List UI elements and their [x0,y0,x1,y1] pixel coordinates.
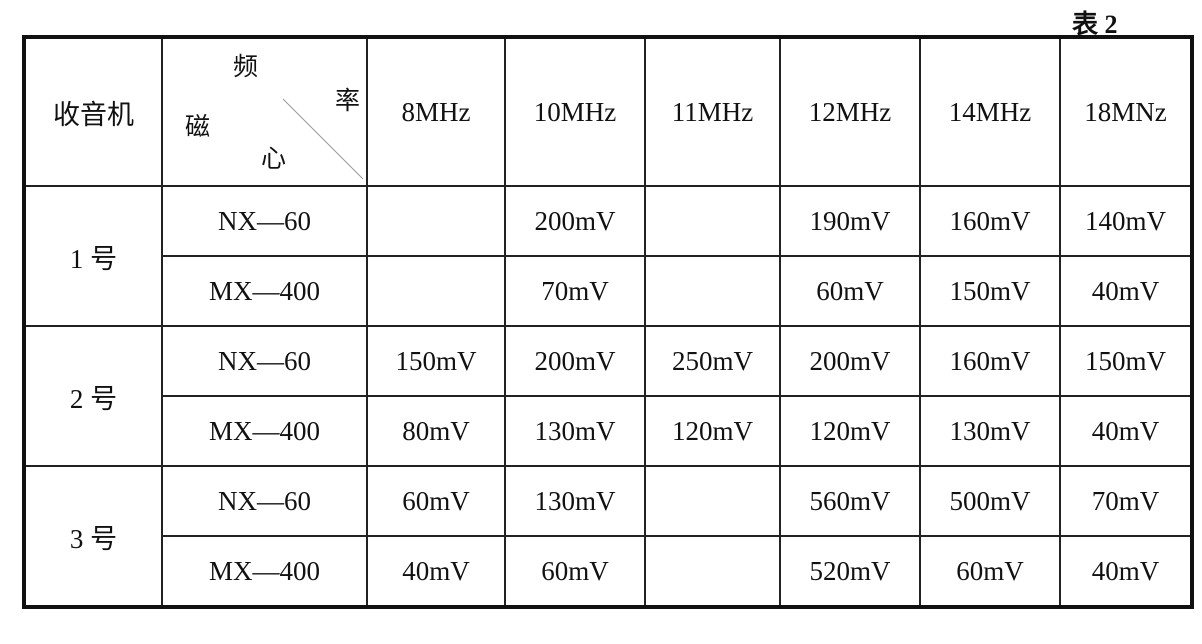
value-cell: 60mV [779,255,921,327]
value-cell: 70mV [504,255,646,327]
row: 3 号 NX—60 60mV 130mV 560mV 500mV 70mV [23,465,1193,608]
value-cell: 160mV [919,185,1061,257]
value-cell: 40mV [1059,535,1193,608]
value-cell: 200mV [779,325,921,397]
value-cell: 60mV [919,535,1061,608]
value-cell: 40mV [366,535,506,608]
value-cell: 200mV [504,325,646,397]
data-table: 收音机 频 率 磁 心 8MHz 10MHz 11MHz 12MHz 14MHz 18MN… [22,35,1194,609]
value-cell: 560mV [779,465,921,537]
value-cell: 130mV [919,395,1061,467]
header-cell: 14MHz [919,36,1061,187]
row: 2 号 NX—60 150mV 200mV 250mV 200mV 160mV 150mV [23,325,1193,467]
corner-label: 心 [261,146,287,173]
radio-cell: 2 号 [23,325,163,467]
diagonal [282,98,364,180]
core-cell: MX—400 [161,255,368,327]
header-cell: 8MHz [366,36,506,187]
value-cell: 130mV [504,465,646,537]
core-cell: MX—400 [161,535,368,608]
row: 1 号 NX—60 200mV 190mV 160mV 140mV [23,185,1193,327]
value-cell [644,185,781,257]
radio-cell: 3 号 [23,465,163,608]
value-cell [366,185,506,257]
header-cell: 收音机 [23,36,163,187]
header-cell: 10MHz [504,36,646,187]
core-cell: MX—400 [161,395,368,467]
value-cell [644,465,781,537]
row: MX—400 40mV 60mV 520mV 60mV 40mV [24,535,1193,608]
value-cell: 500mV [919,465,1061,537]
core-cell: NX—60 [161,185,368,257]
corner-cell: 频 率 磁 心 [161,36,368,187]
caption: 表 2 [1072,10,1118,39]
value-cell: 130mV [504,395,646,467]
value-cell: 60mV [504,535,646,608]
core-cell: NX—60 [161,465,368,537]
value-cell: 40mV [1059,255,1193,327]
header-cell: 18MNz [1059,36,1193,187]
value-cell: 190mV [779,185,921,257]
value-cell: 200mV [504,185,646,257]
value-cell: 250mV [644,325,781,397]
radio-cell: 1 号 [23,185,163,327]
core-cell: NX—60 [161,325,368,397]
corner-label: 磁 [185,114,211,141]
value-cell: 150mV [1059,325,1193,397]
value-cell: 150mV [366,325,506,397]
value-cell: 520mV [779,535,921,608]
value-cell: 40mV [1059,395,1193,467]
value-cell: 70mV [1059,465,1193,537]
header-cell: 12MHz [779,36,921,187]
header-cell: 11MHz [644,36,781,187]
value-cell [366,255,506,327]
value-cell [644,535,781,608]
value-cell: 160mV [919,325,1061,397]
corner-label: 率 [335,88,361,115]
value-cell: 140mV [1059,185,1193,257]
value-cell: 60mV [366,465,506,537]
value-cell: 120mV [644,395,781,467]
value-cell: 150mV [919,255,1061,327]
value-cell: 120mV [779,395,921,467]
value-cell [644,255,781,327]
row: MX—400 80mV 130mV 120mV 120mV 130mV 40mV [24,395,1193,467]
value-cell: 80mV [366,395,506,467]
row: MX—400 70mV 60mV 150mV 40mV [24,255,1193,327]
corner-label: 频 [233,54,259,81]
